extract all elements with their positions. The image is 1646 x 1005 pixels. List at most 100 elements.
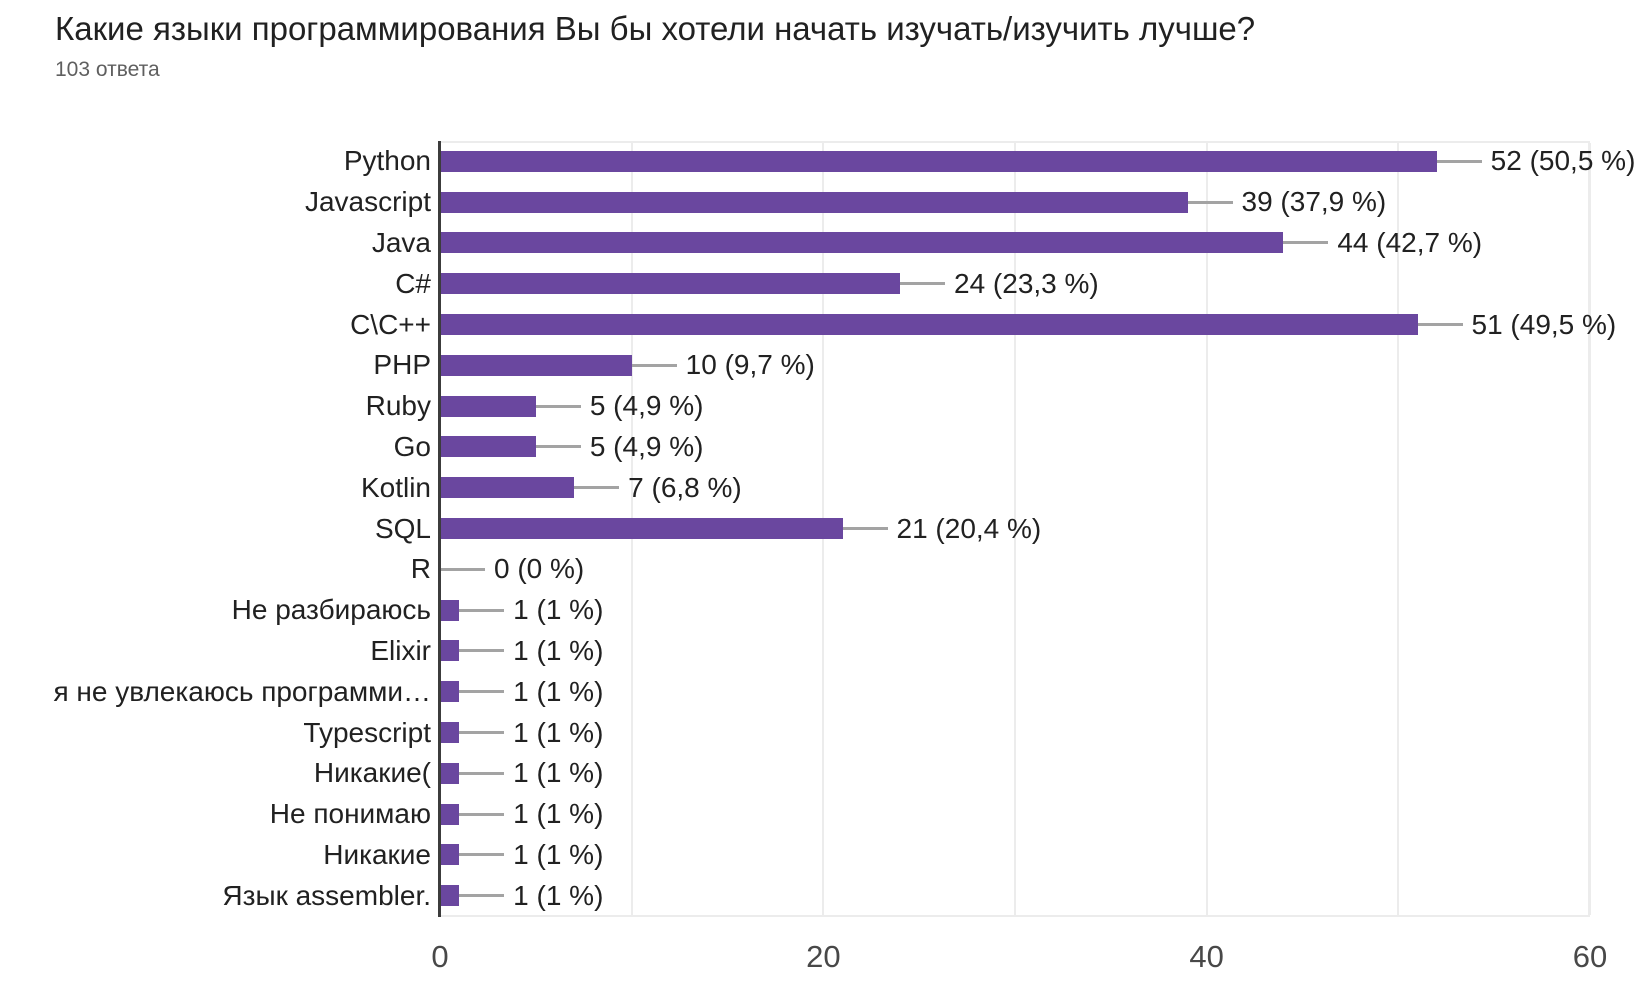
- category-label: я не увлекаюсь программи…: [53, 675, 431, 707]
- value-label: 24 (23,3 %): [954, 267, 1099, 299]
- bar: [440, 273, 900, 295]
- value-label: 0 (0 %): [494, 553, 585, 585]
- value-label: 1 (1 %): [513, 798, 604, 830]
- annotation-connector: [459, 731, 505, 735]
- bar: [440, 232, 1284, 254]
- chart-row: Не разбираюсь 1 (1 %): [0, 590, 1646, 631]
- category-label: Kotlin: [360, 471, 431, 503]
- bar: [440, 477, 575, 499]
- chart-row: R 0 (0 %): [0, 549, 1646, 590]
- category-label: Java: [371, 226, 431, 258]
- bar-zone: 0 (0 %): [440, 549, 1646, 590]
- question-title: Какие языки программирования Вы бы хотел…: [55, 10, 1256, 47]
- gridline: [1397, 143, 1400, 915]
- value-label: 1 (1 %): [513, 634, 604, 666]
- bar-zone: 7 (6,8 %): [440, 467, 1646, 508]
- chart-row: SQL 21 (20,4 %): [0, 508, 1646, 549]
- annotation-connector: [1283, 241, 1329, 245]
- bar-zone: 5 (4,9 %): [440, 427, 1646, 468]
- category-label: Никакие: [323, 838, 431, 870]
- x-axis-tick-label: 60: [1572, 939, 1608, 974]
- chart-row: Java 44 (42,7 %): [0, 223, 1646, 264]
- bar: [440, 191, 1188, 213]
- chart-row: Никакие 1 (1 %): [0, 835, 1646, 876]
- x-axis-tick-label: 20: [806, 939, 841, 974]
- value-label: 52 (50,5 %): [1490, 145, 1636, 177]
- chart-row: Не понимаю 1 (1 %): [0, 794, 1646, 835]
- value-label: 7 (6,8 %): [628, 471, 742, 503]
- bar: [440, 762, 460, 784]
- bar-zone: 21 (20,4 %): [440, 508, 1646, 549]
- value-label: 21 (20,4 %): [896, 512, 1042, 544]
- gridline: [1014, 143, 1016, 915]
- bar-zone: 1 (1 %): [440, 671, 1646, 712]
- value-label: 1 (1 %): [513, 838, 604, 870]
- chart-row: PHP 10 (9,7 %): [0, 345, 1646, 386]
- bar-zone: 1 (1 %): [440, 794, 1646, 835]
- bar: [440, 844, 460, 866]
- category-label: C\C++: [350, 308, 431, 340]
- annotation-connector: [459, 894, 505, 898]
- category-label: Javascript: [304, 186, 431, 218]
- bar-zone: 1 (1 %): [440, 590, 1646, 631]
- bar-zone: 1 (1 %): [440, 753, 1646, 794]
- y-axis-line: [438, 141, 441, 917]
- chart-row: Elixir 1 (1 %): [0, 631, 1646, 672]
- chart-row: Ruby 5 (4,9 %): [0, 386, 1646, 427]
- chart-row: Никакие( 1 (1 %): [0, 753, 1646, 794]
- annotation-connector: [459, 608, 505, 612]
- bar-zone: 1 (1 %): [440, 712, 1646, 753]
- bar: [440, 395, 536, 417]
- chart-row: Javascript 39 (37,9 %): [0, 182, 1646, 223]
- value-label: 5 (4,9 %): [589, 390, 704, 422]
- value-label: 51 (49,5 %): [1471, 308, 1617, 340]
- value-label: 1 (1 %): [513, 716, 604, 748]
- bar: [440, 436, 536, 458]
- category-label: PHP: [373, 349, 431, 381]
- chart-row: Go 5 (4,9 %): [0, 427, 1646, 468]
- category-label: Никакие(: [313, 757, 431, 789]
- bar: [440, 599, 460, 621]
- bar-zone: 5 (4,9 %): [440, 386, 1646, 427]
- value-label: 1 (1 %): [513, 594, 604, 626]
- value-label: 39 (37,9 %): [1241, 186, 1387, 218]
- bar: [440, 885, 460, 907]
- category-label: Typescript: [303, 716, 431, 748]
- bar-zone: 51 (49,5 %): [440, 304, 1646, 345]
- bar: [440, 803, 460, 825]
- annotation-connector: [535, 445, 581, 449]
- response-count: 103 ответа: [55, 58, 160, 81]
- annotation-connector: [631, 363, 677, 367]
- category-label: Elixir: [370, 634, 431, 666]
- gridline: [1205, 143, 1208, 915]
- bar-zone: 44 (42,7 %): [440, 223, 1646, 264]
- annotation-connector: [440, 567, 485, 571]
- value-label: 1 (1 %): [513, 879, 604, 911]
- category-label: Go: [393, 430, 431, 462]
- category-label: Не понимаю: [269, 798, 431, 830]
- chart-row: Typescript 1 (1 %): [0, 712, 1646, 753]
- x-axis-tick-label: 40: [1189, 939, 1224, 974]
- bar: [440, 518, 843, 540]
- chart-row: C# 24 (23,3 %): [0, 263, 1646, 304]
- chart-row: C\C++ 51 (49,5 %): [0, 304, 1646, 345]
- annotation-connector: [459, 690, 505, 694]
- value-label: 5 (4,9 %): [589, 430, 704, 462]
- bar: [440, 722, 460, 744]
- annotation-connector: [1417, 323, 1463, 327]
- value-label: 1 (1 %): [513, 675, 604, 707]
- gridline: [1589, 143, 1591, 915]
- annotation-connector: [1187, 200, 1233, 204]
- category-label: SQL: [374, 512, 431, 544]
- bar: [440, 681, 460, 703]
- bar: [440, 640, 460, 662]
- bar-zone: 10 (9,7 %): [440, 345, 1646, 386]
- value-label: 1 (1 %): [513, 757, 604, 789]
- annotation-connector: [574, 486, 620, 490]
- bar-zone: 52 (50,5 %): [440, 141, 1646, 182]
- chart-row: я не увлекаюсь программи… 1 (1 %): [0, 671, 1646, 712]
- value-label: 44 (42,7 %): [1337, 226, 1483, 258]
- bar: [440, 150, 1437, 172]
- category-label: Python: [343, 145, 431, 177]
- annotation-connector: [535, 404, 581, 408]
